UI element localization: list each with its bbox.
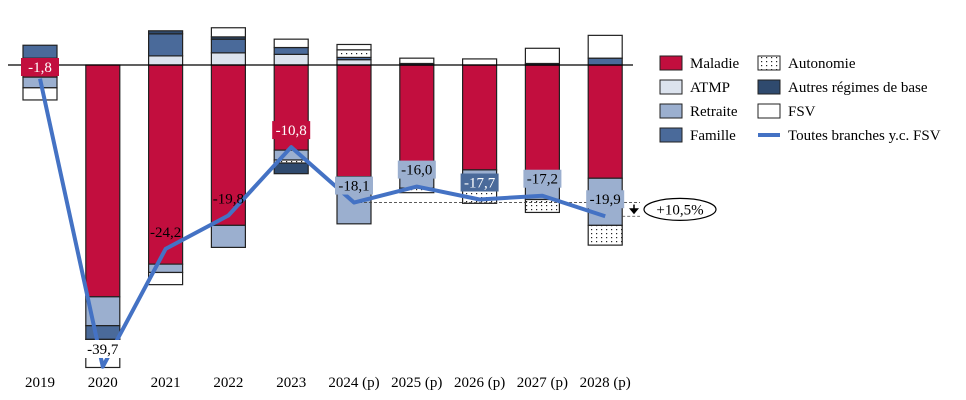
legend-swatch <box>757 79 781 95</box>
bar-segment-fsv <box>273 38 309 49</box>
bar-segment-famille <box>85 325 121 340</box>
legend-swatch <box>659 79 683 95</box>
data-label-background <box>335 176 373 195</box>
bar-stack-2027p <box>524 47 561 214</box>
bar-segment-fsv <box>399 57 435 65</box>
bar-segment-fsv <box>524 47 561 65</box>
bar-segment-fsv <box>210 27 246 38</box>
data-label: -18,1 <box>338 179 369 195</box>
data-label: -17,7 <box>464 176 496 192</box>
annotation-text: +10,5% <box>656 202 703 218</box>
bar-segment-famille <box>148 33 184 57</box>
legend-label: Autonomie <box>788 56 856 72</box>
data-label: -17,2 <box>527 172 558 188</box>
bar-segment-maladie <box>462 64 498 171</box>
legend-item-fsv: FSV <box>757 103 816 120</box>
data-label-background <box>523 169 562 188</box>
data-label: -1,8 <box>28 60 52 76</box>
bar-segment-autres-r-gimes-de-base <box>148 30 184 35</box>
bar-segment-famille <box>22 44 58 59</box>
bar-segment-fsv <box>22 87 58 101</box>
bar-segment-fsv <box>587 34 623 59</box>
data-label: -24,2 <box>150 225 181 241</box>
bar-segment-atmp <box>210 52 246 66</box>
legend-label: Famille <box>690 128 736 144</box>
legend-swatch <box>659 103 683 119</box>
data-label: -39,7 <box>87 342 119 358</box>
data-label-background <box>83 340 122 358</box>
bar-segment-autonomie <box>587 224 623 246</box>
legend-item-atmp: ATMP <box>659 79 730 96</box>
legend-item-famille: Famille <box>659 127 736 144</box>
x-tick-label: 2027 (p) <box>517 375 568 391</box>
bar-segment-autres-r-gimes-de-base <box>273 162 309 175</box>
x-tick-label: 2020 <box>88 375 118 391</box>
bar-segment-fsv <box>462 58 498 66</box>
bar-segment-famille <box>273 46 309 55</box>
data-label: -19,8 <box>213 191 244 207</box>
arrowhead-icon <box>629 208 639 215</box>
bar-stack-2028p <box>587 34 623 246</box>
line-toutes-branches <box>38 78 606 369</box>
legend-item-maladie: Maladie <box>659 55 739 72</box>
bar-segment-fsv <box>336 43 372 51</box>
bar-segment-atmp <box>148 55 184 66</box>
x-tick-label: 2026 (p) <box>454 375 505 391</box>
bar-segment-maladie <box>524 64 561 174</box>
legend-label: Toutes branches y.c. FSV <box>788 128 941 144</box>
bar-segment-famille <box>587 57 623 66</box>
data-label-background <box>21 58 59 76</box>
bar-segment-autonomie <box>336 49 372 58</box>
bar-segment-maladie <box>336 64 372 178</box>
legend-label: Maladie <box>690 56 739 72</box>
legend-swatch <box>659 55 683 71</box>
bar-segment-atmp <box>336 59 372 66</box>
x-tick-label: 2021 <box>151 375 181 391</box>
bar-segment-maladie <box>587 64 623 179</box>
bar-segment-maladie <box>399 64 435 166</box>
data-label-background <box>586 190 625 209</box>
bar-stack-2020 <box>85 64 121 369</box>
bar-segment-maladie <box>210 64 246 226</box>
x-tick-label: 2025 (p) <box>391 375 442 391</box>
x-tick-label: 2028 (p) <box>580 375 631 391</box>
legend-label: Retraite <box>690 104 738 120</box>
x-tick-label: 2024 (p) <box>328 375 379 391</box>
x-tick-label: 2022 <box>213 375 243 391</box>
data-label: -10,8 <box>276 123 307 139</box>
data-label-background <box>460 173 499 192</box>
x-tick-label: 2019 <box>25 375 55 391</box>
legend-label: ATMP <box>690 80 730 96</box>
data-label: -16,0 <box>401 163 432 179</box>
bar-segment-retraite <box>210 224 246 248</box>
bar-stack-2021 <box>148 30 184 286</box>
legend-item-toutes-branches-y-c-fsv: Toutes branches y.c. FSV <box>758 128 941 144</box>
legend-swatch <box>659 127 683 143</box>
bar-stack-2023 <box>273 38 309 175</box>
data-label-background <box>272 121 311 140</box>
legend-swatch <box>757 55 781 71</box>
legend-item-autonomie: Autonomie <box>757 55 856 72</box>
bar-segment-maladie <box>85 64 121 298</box>
bar-stack-2022 <box>210 27 246 248</box>
data-label-background <box>397 160 436 179</box>
bar-segment-atmp <box>273 53 309 66</box>
legend-swatch <box>757 103 781 119</box>
bar-stack-2024p <box>336 43 372 225</box>
annotation-ellipse <box>643 197 717 221</box>
x-tick-label: 2023 <box>276 375 306 391</box>
data-label: -19,9 <box>590 192 621 208</box>
bar-segment-famille <box>210 38 246 54</box>
bar-segment-maladie <box>148 64 184 265</box>
legend-label: FSV <box>788 104 816 120</box>
legend-item-retraite: Retraite <box>659 103 738 120</box>
legend-label: Autres régimes de base <box>788 80 928 96</box>
legend-item-autres-r-gimes-de-base: Autres régimes de base <box>757 79 928 96</box>
